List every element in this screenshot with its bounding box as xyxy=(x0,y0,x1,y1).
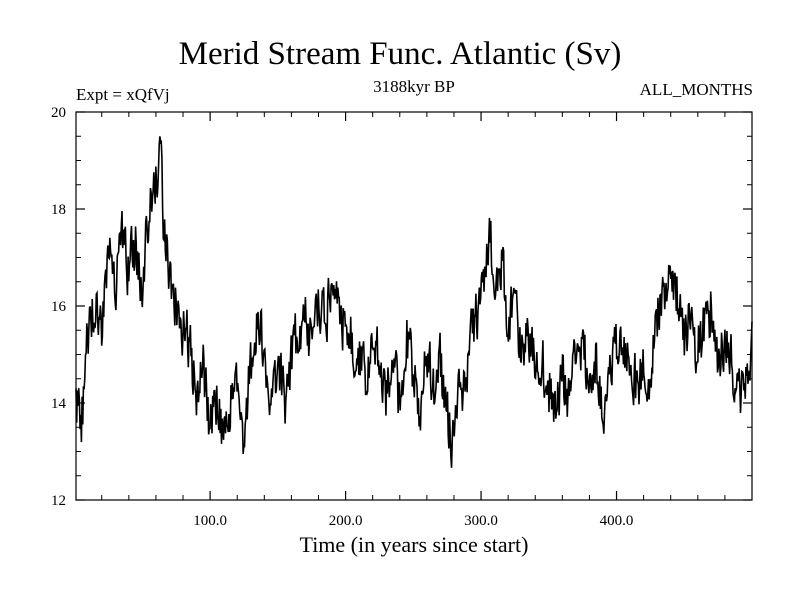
months-label: ALL_MONTHS xyxy=(639,80,753,99)
chart-title: Merid Stream Func. Atlantic (Sv) xyxy=(178,36,622,72)
y-tick-label: 12 xyxy=(51,493,66,509)
y-tick-label: 18 xyxy=(51,202,66,218)
y-tick-label: 16 xyxy=(51,299,67,315)
plot-frame xyxy=(75,111,753,501)
x-tick-label: 200.0 xyxy=(329,513,363,529)
x-axis-label: Time (in years since start) xyxy=(299,532,529,557)
y-tick-label: 14 xyxy=(51,396,67,412)
period-label: 3188kyr BP xyxy=(373,77,455,96)
series-line xyxy=(75,136,753,468)
x-tick-label: 300.0 xyxy=(464,513,498,529)
experiment-label: Expt = xQfVj xyxy=(76,85,170,104)
tick-labels: 12 14 16 18 20 100.0 200.0 300.0 400.0 xyxy=(51,105,633,529)
x-tick-label: 400.0 xyxy=(600,513,634,529)
y-tick-label: 20 xyxy=(51,105,66,121)
x-tick-label: 100.0 xyxy=(193,513,227,529)
